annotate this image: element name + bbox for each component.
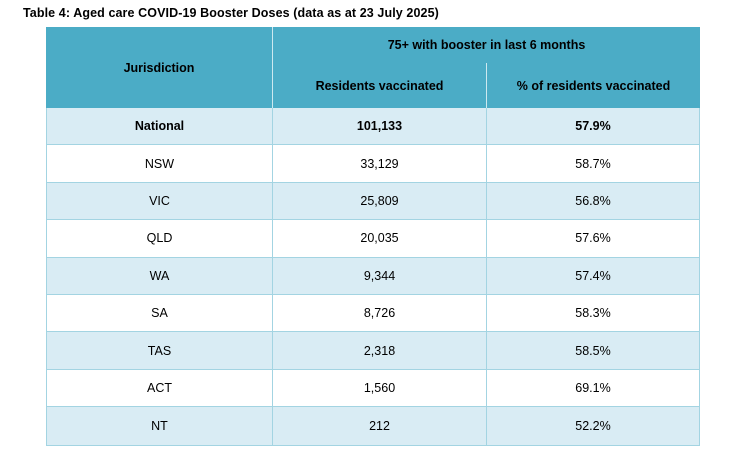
pct-vaccinated-cell: 58.5% xyxy=(575,343,611,358)
table-row-vic: VIC 25,809 56.8% xyxy=(47,182,699,221)
table-row-sa: SA 8,726 58.3% xyxy=(47,294,699,333)
jurisdiction-cell: NT xyxy=(47,407,273,445)
pct-vaccinated-cell: 56.8% xyxy=(575,193,611,208)
residents-vaccinated-cell: 20,035 xyxy=(273,220,487,257)
header-sub-row: Residents vaccinated % of residents vacc… xyxy=(273,63,700,108)
pct-vaccinated-cell: 52.2% xyxy=(575,418,611,433)
residents-vaccinated-cell: 2,318 xyxy=(273,332,487,369)
residents-vaccinated-cell: 9,344 xyxy=(273,257,487,294)
table-title: Table 4: Aged care COVID-19 Booster Dose… xyxy=(23,6,439,20)
table-body: National 101,133 57.9% NSW 33,129 58.7% … xyxy=(46,108,700,446)
header-jurisdiction: Jurisdiction xyxy=(46,27,273,108)
table-row-national: National 101,133 57.9% xyxy=(47,108,699,146)
residents-vaccinated-cell: 8,726 xyxy=(273,294,487,332)
jurisdiction-cell: SA xyxy=(47,294,273,332)
table-row-nsw: NSW 33,129 58.7% xyxy=(47,145,699,183)
jurisdiction-cell: WA xyxy=(47,257,273,294)
header-booster-group: 75+ with booster in last 6 months Reside… xyxy=(273,27,700,108)
header-residents-vaccinated: Residents vaccinated xyxy=(273,63,487,108)
pct-vaccinated-cell: 58.3% xyxy=(575,306,611,321)
table-row-qld: QLD 20,035 57.6% xyxy=(47,220,699,258)
residents-vaccinated-cell: 212 xyxy=(273,407,487,445)
table-row-tas: TAS 2,318 58.5% xyxy=(47,332,699,370)
jurisdiction-cell: QLD xyxy=(47,220,273,257)
table-header: Jurisdiction 75+ with booster in last 6 … xyxy=(46,27,700,108)
pct-vaccinated-cell: 58.7% xyxy=(575,156,611,171)
booster-doses-table: Jurisdiction 75+ with booster in last 6 … xyxy=(46,27,700,446)
jurisdiction-cell: NSW xyxy=(47,145,273,182)
header-group-label: 75+ with booster in last 6 months xyxy=(387,38,586,52)
jurisdiction-cell: TAS xyxy=(47,332,273,369)
header-pct-residents-vaccinated: % of residents vaccinated xyxy=(516,78,671,93)
jurisdiction-cell: ACT xyxy=(47,369,273,407)
pct-vaccinated-cell: 69.1% xyxy=(575,380,611,395)
pct-vaccinated-cell: 57.4% xyxy=(575,268,611,283)
residents-vaccinated-cell: 33,129 xyxy=(273,145,487,182)
table-row-nt: NT 212 52.2% xyxy=(47,407,699,445)
table-row-wa: WA 9,344 57.4% xyxy=(47,257,699,295)
residents-vaccinated-cell: 101,133 xyxy=(273,108,487,145)
table-row-act: ACT 1,560 69.1% xyxy=(47,369,699,408)
jurisdiction-cell: National xyxy=(47,108,273,145)
pct-vaccinated-cell: 57.9% xyxy=(575,119,611,134)
pct-vaccinated-cell: 57.6% xyxy=(575,231,611,246)
jurisdiction-cell: VIC xyxy=(47,182,273,220)
residents-vaccinated-cell: 25,809 xyxy=(273,182,487,220)
residents-vaccinated-cell: 1,560 xyxy=(273,369,487,407)
